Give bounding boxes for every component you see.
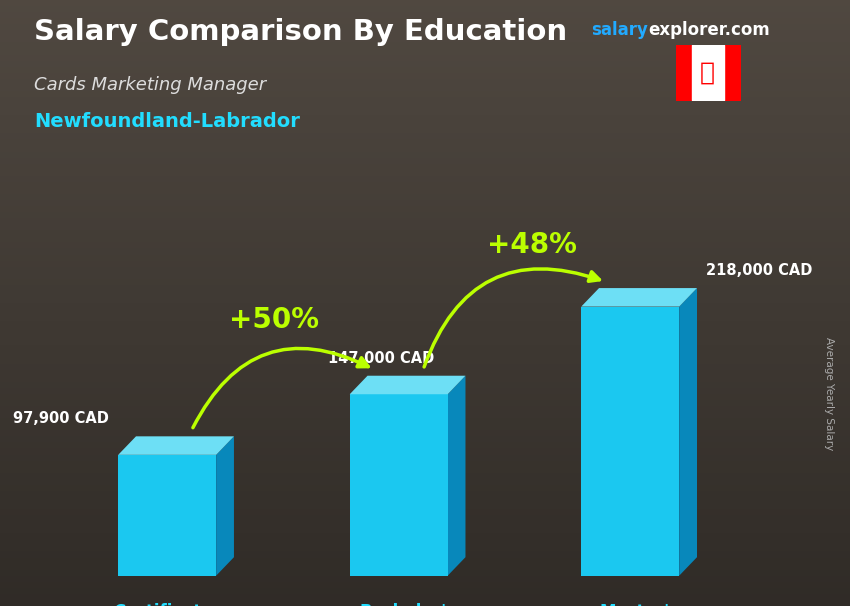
Polygon shape: [679, 288, 697, 576]
Polygon shape: [581, 307, 679, 576]
Text: Bachelor's
Degree: Bachelor's Degree: [359, 603, 456, 606]
Polygon shape: [349, 376, 466, 395]
Text: Master's
Degree: Master's Degree: [599, 603, 679, 606]
Text: explorer.com: explorer.com: [649, 21, 770, 39]
Polygon shape: [349, 395, 448, 576]
Text: 97,900 CAD: 97,900 CAD: [14, 411, 110, 427]
Text: 🍁: 🍁: [700, 61, 715, 85]
Text: 147,000 CAD: 147,000 CAD: [328, 351, 434, 366]
Text: Cards Marketing Manager: Cards Marketing Manager: [34, 76, 266, 94]
Text: Average Yearly Salary: Average Yearly Salary: [824, 338, 834, 450]
Text: Salary Comparison By Education: Salary Comparison By Education: [34, 18, 567, 46]
Polygon shape: [581, 288, 697, 307]
Text: 218,000 CAD: 218,000 CAD: [706, 263, 813, 278]
Text: salary: salary: [591, 21, 648, 39]
Polygon shape: [448, 376, 466, 576]
Polygon shape: [118, 455, 216, 576]
Polygon shape: [216, 436, 234, 576]
Text: Newfoundland-Labrador: Newfoundland-Labrador: [34, 112, 300, 131]
Text: +48%: +48%: [487, 231, 577, 259]
Polygon shape: [118, 436, 234, 455]
Text: Certificate or
Diploma: Certificate or Diploma: [114, 603, 238, 606]
Text: +50%: +50%: [229, 305, 319, 334]
